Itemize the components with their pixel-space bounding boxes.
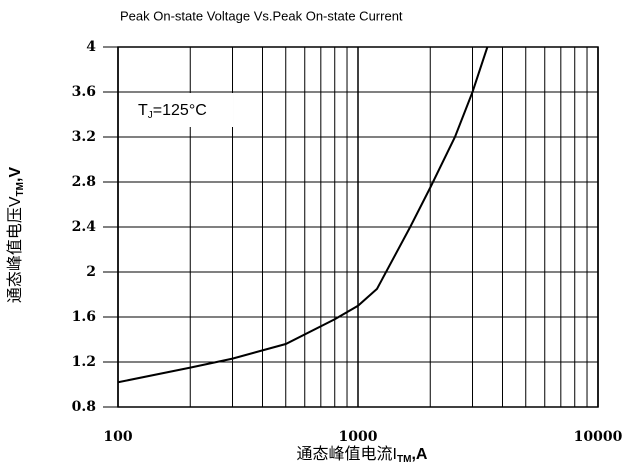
x-tick-label: 1000	[339, 429, 378, 445]
y-tick-label: 3.2	[72, 129, 96, 145]
y-tick-label: 2	[86, 264, 96, 280]
y-axis-label: 通态峰值电压VTM,V	[6, 167, 25, 304]
y-tick-label: 0.8	[72, 399, 96, 415]
y-label-tail: ,V	[7, 167, 24, 182]
annotation-box	[133, 93, 233, 127]
y-tick-label: 2.4	[72, 219, 97, 235]
annotation-main: T	[138, 102, 148, 119]
data-line	[117, 46, 489, 384]
y-tick-label: 4	[86, 39, 96, 55]
y-tick-label: 1.2	[72, 354, 96, 370]
y-tick-label: 1.6	[72, 309, 96, 325]
x-axis-label: 通态峰值电流ITM,A	[297, 445, 428, 464]
y-label-sub: TM	[15, 182, 26, 196]
y-tick-label: 2.8	[72, 174, 96, 190]
y-label-main: 通态峰值电压V	[6, 196, 24, 303]
chart-title: Peak On-state Voltage Vs.Peak On-state C…	[120, 8, 403, 23]
x-label-tail: ,A	[411, 446, 427, 463]
x-tick-label: 10000	[574, 429, 623, 445]
annotation: TJ=125°C	[138, 102, 207, 120]
x-tick-label: 100	[103, 429, 132, 445]
annotation-tail: =125°C	[153, 102, 207, 119]
x-label-sub: TM	[397, 454, 411, 465]
y-tick-label: 3.6	[72, 84, 96, 100]
x-label-main: 通态峰值电流I	[297, 445, 397, 463]
annotation-sub: J	[148, 110, 153, 121]
plot-frame	[117, 46, 599, 408]
